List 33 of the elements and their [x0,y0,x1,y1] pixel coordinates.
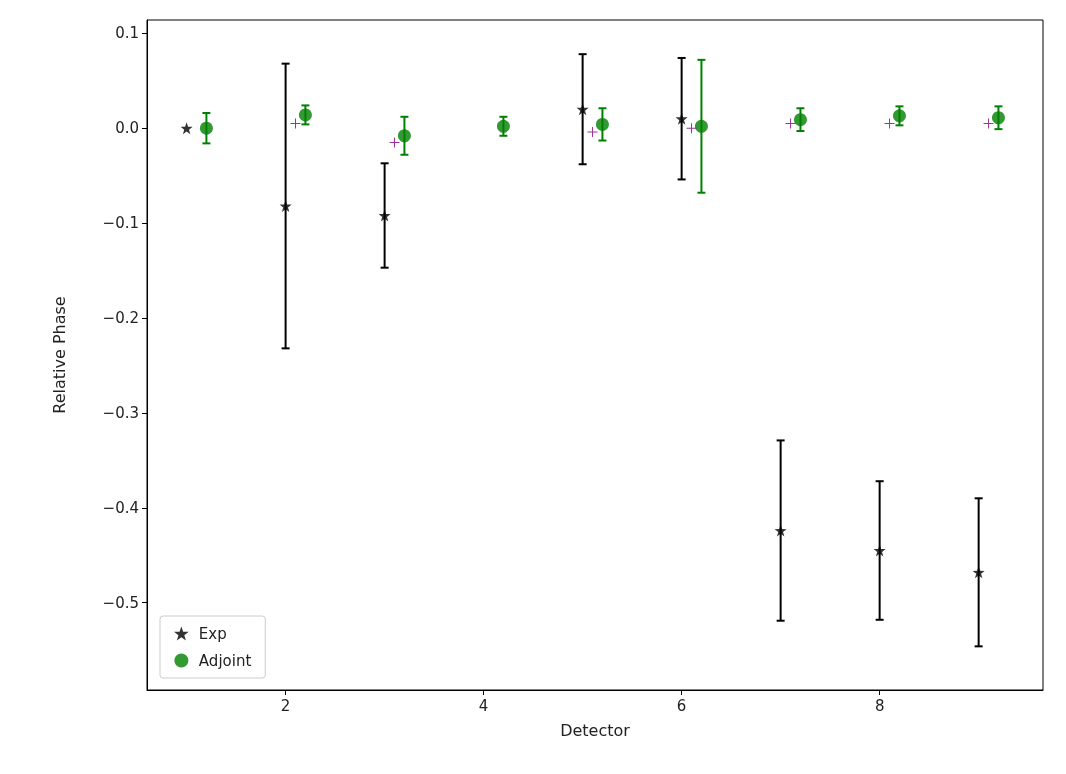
point [397,129,411,143]
point [279,200,292,213]
point [496,119,510,133]
legend-label: Exp [198,624,227,643]
point [694,119,708,133]
x-tick-label: 2 [280,696,291,715]
y-tick-label: −0.5 [102,593,139,612]
x-tick-label: 8 [874,696,885,715]
legend-label: Adjoint [198,651,252,670]
point [785,118,796,129]
y-axis-title: Relative Phase [49,296,69,414]
x-axis-title: Detector [560,720,631,740]
point [892,109,906,123]
point [972,566,985,579]
point [298,108,312,122]
point [991,111,1005,125]
point [587,126,598,137]
point [884,118,895,129]
y-tick-label: −0.2 [102,308,139,327]
y-tick-label: −0.1 [102,214,139,233]
y-tick-label: 0.1 [115,24,139,43]
point [389,137,400,148]
y-tick-label: 0.0 [115,119,139,138]
point [290,118,301,129]
y-tick-label: −0.4 [102,498,139,517]
point [180,122,193,135]
point [595,117,609,131]
x-tick-label: 6 [676,696,687,715]
y-tick-label: −0.3 [102,403,139,422]
point [793,113,807,127]
point [983,118,994,129]
point [199,121,213,135]
x-tick-label: 4 [478,696,489,715]
